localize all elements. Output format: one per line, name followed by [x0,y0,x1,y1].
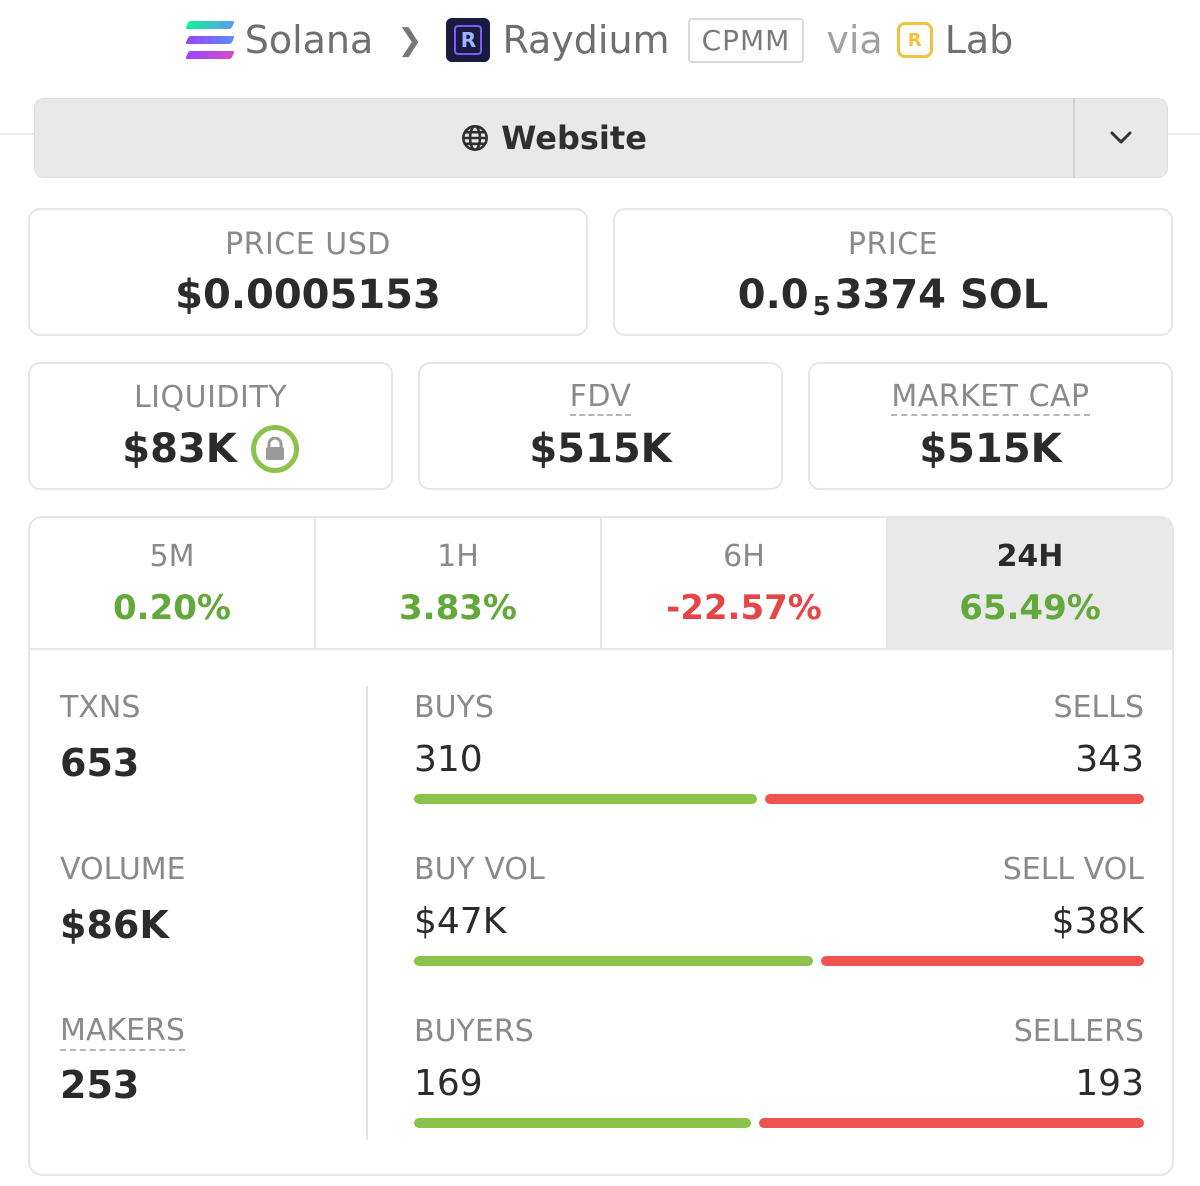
txns-value: 653 [60,741,140,785]
stats-section: TXNS 653 VOLUME $86K MAKERS 253 BUYS SEL… [30,650,1172,1174]
breadcrumb-chain[interactable]: Solana [184,18,374,62]
market-cap-card: MARKET CAP $515K [808,362,1173,490]
tab-1h[interactable]: 1H 3.83% [316,518,602,648]
volume-label: VOLUME [60,852,186,887]
price-native-label: PRICE [847,226,939,262]
price-native-prefix: 0.0 [737,271,809,318]
price-native-zero-count: 5 [812,291,831,322]
fdv-value: $515K [529,426,672,473]
tab-6h-change: -22.57% [666,587,822,628]
makers-value: 253 [60,1062,140,1107]
sell-vol-label: SELL VOL [1002,852,1144,887]
sells-label: SELLS [1053,690,1144,725]
timeframe-tabs: 5M 0.20% 1H 3.83% 6H -22.57% 24H 65.49% [30,518,1172,650]
links-dropdown-button[interactable] [1075,99,1167,177]
buys-label: BUYS [414,690,494,725]
fdv-label[interactable]: FDV [569,379,632,417]
liquidity-card: LIQUIDITY $83K [28,362,393,490]
tab-24h[interactable]: 24H 65.49% [888,518,1172,648]
sells-value: 343 [1075,739,1144,780]
stats-vertical-divider [366,686,368,1140]
website-bar: Website [34,98,1168,178]
tab-5m-change: 0.20% [113,587,231,628]
sellers-value: 193 [1075,1063,1144,1104]
liquidity-label: LIQUIDITY [133,379,288,415]
via-text: via [826,18,883,62]
tab-6h[interactable]: 6H -22.57% [602,518,888,648]
breadcrumb-dex[interactable]: R Raydium [446,18,670,62]
price-usd-card: PRICE USD $0.0005153 [28,208,588,336]
tab-5m[interactable]: 5M 0.20% [30,518,316,648]
buys-sells-bar [414,794,1144,804]
price-native-suffix: 3374 SOL [834,271,1049,318]
globe-icon [462,125,489,151]
market-cap-label[interactable]: MARKET CAP [891,379,1090,417]
timeframe-stats-panel: 5M 0.20% 1H 3.83% 6H -22.57% 24H 65.49% … [28,516,1174,1176]
liquidity-value: $83K [122,425,237,472]
makers-stat: MAKERS 253 [60,1013,185,1107]
dex-name: Raydium [502,18,670,62]
tab-5m-label: 5M [149,538,195,574]
buy-vol-label: BUY VOL [414,852,545,887]
chain-name: Solana [244,18,374,62]
txns-label: TXNS [60,690,141,725]
price-native-value: 0.0 5 3374 SOL [737,271,1049,322]
lock-icon[interactable] [250,424,299,473]
sell-vol-bar-fill [821,956,1144,966]
buys-bar-fill [414,794,757,804]
website-button[interactable]: Website [35,99,1073,177]
volume-value: $86K [60,903,169,947]
buy-vol-bar-fill [414,956,814,966]
solana-logo-icon [184,21,235,59]
pool-type-badge: CPMM [687,17,805,63]
chevron-down-icon [1110,131,1132,144]
tab-1h-change: 3.83% [399,587,517,628]
breadcrumb-launchpad[interactable]: R Lab [896,18,1014,62]
market-cap-value: $515K [919,426,1062,473]
buyers-label: BUYERS [414,1014,534,1049]
tab-1h-label: 1H [437,538,479,574]
fdv-card: FDV $515K [418,362,783,490]
buy-sell-volume-bar [414,956,1144,966]
volume-stat: VOLUME $86K [60,852,186,947]
buys-sells-stat: BUYS SELLS 310 343 [414,690,1144,804]
buy-vol-value: $47K [414,901,507,942]
buyers-sellers-stat: BUYERS SELLERS 169 193 [414,1014,1144,1128]
buys-value: 310 [414,739,483,780]
tab-6h-label: 6H [723,538,765,574]
price-usd-value: $0.0005153 [175,271,441,318]
tab-24h-change: 65.49% [959,587,1101,628]
website-separator [1073,98,1075,178]
sellers-label: SELLERS [1013,1014,1144,1049]
raydium-logo-icon: R [446,18,491,62]
chevron-right-icon: ❯ [397,22,423,58]
sells-bar-fill [764,794,1144,804]
tab-24h-label: 24H [996,538,1064,574]
breadcrumb: Solana ❯ R Raydium CPMM via R Lab [0,8,1200,72]
buyers-sellers-bar [414,1118,1144,1128]
price-usd-label: PRICE USD [225,226,391,262]
sellers-bar-fill [759,1118,1144,1128]
launchpad-name: Lab [944,18,1014,62]
sell-vol-value: $38K [1051,901,1144,942]
website-label: Website [501,119,647,157]
txns-stat: TXNS 653 [60,690,140,785]
buyers-bar-fill [414,1118,752,1128]
makers-label[interactable]: MAKERS [60,1013,185,1051]
liquidity-value-row: $83K [122,424,299,473]
lab-logo-icon: R [896,22,933,58]
buy-sell-volume-stat: BUY VOL SELL VOL $47K $38K [414,852,1144,966]
buyers-value: 169 [414,1063,483,1104]
price-native-card: PRICE 0.0 5 3374 SOL [613,208,1173,336]
